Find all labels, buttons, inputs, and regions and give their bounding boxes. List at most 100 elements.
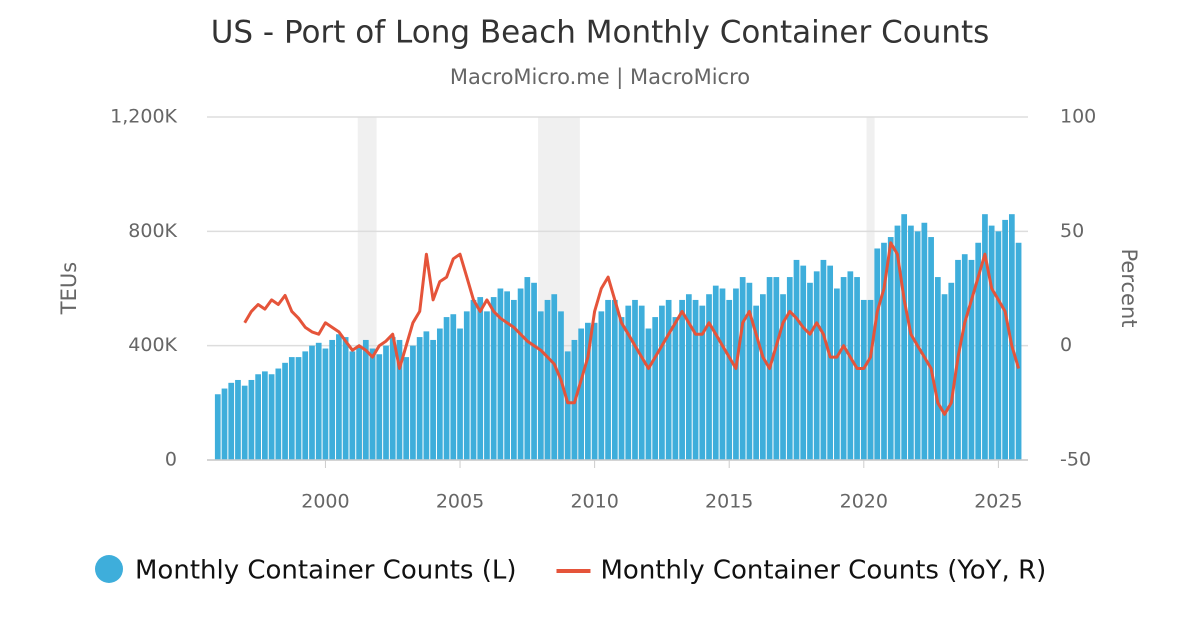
bar (719, 288, 726, 460)
bar (975, 242, 982, 460)
bar (302, 351, 309, 460)
bar (517, 288, 524, 460)
bar (632, 299, 638, 460)
bar (611, 299, 618, 460)
bar (443, 317, 450, 460)
bar (214, 394, 221, 460)
line-series (243, 241, 1021, 416)
bar (780, 294, 786, 460)
bar (665, 299, 672, 460)
bar (908, 225, 914, 460)
bar (1008, 214, 1015, 460)
bar (430, 339, 436, 460)
y-tick-label: 1,200K (110, 106, 177, 128)
bar (268, 374, 275, 460)
bar (362, 339, 369, 460)
bar (591, 322, 598, 460)
bar (948, 282, 955, 460)
bar (470, 299, 477, 460)
bar (733, 288, 739, 460)
x-tick-label: 2010 (570, 491, 618, 513)
bar (551, 294, 558, 460)
legend-marker (95, 555, 123, 583)
x-tick-label: 2005 (436, 491, 484, 513)
bar (524, 277, 531, 460)
legend-label: Monthly Container Counts (L) (135, 556, 516, 586)
bar (544, 299, 551, 460)
x-tick-label: 2020 (840, 491, 888, 513)
bar (585, 322, 591, 460)
y-tick-label: 400K (128, 334, 177, 356)
bar (699, 305, 706, 460)
bar (659, 305, 665, 460)
legend-label: Monthly Container Counts (YoY, R) (600, 556, 1046, 586)
bar (477, 297, 484, 460)
bar (336, 334, 342, 460)
bar (679, 299, 685, 460)
bar (652, 317, 659, 460)
bar (255, 374, 262, 460)
bar (645, 328, 652, 460)
bar (786, 277, 793, 460)
bar (329, 339, 336, 460)
bar (450, 314, 457, 460)
bar (793, 259, 800, 460)
bar (383, 345, 389, 460)
bar (309, 345, 315, 460)
bar (921, 222, 928, 460)
bar (497, 288, 504, 460)
bar (376, 354, 383, 460)
bar (706, 294, 712, 460)
bar (1015, 242, 1022, 460)
bar (262, 371, 268, 460)
bar (457, 328, 463, 460)
bar (807, 282, 813, 460)
bar (288, 357, 295, 460)
bar (389, 337, 396, 460)
x-tick-label: 2000 (301, 491, 349, 513)
bar (356, 345, 362, 460)
bar (759, 294, 766, 460)
bar (726, 299, 733, 460)
bar (813, 271, 820, 460)
bar (416, 337, 423, 460)
bar (1002, 219, 1008, 460)
bar (800, 265, 807, 460)
bar (820, 259, 827, 460)
bar (403, 357, 410, 460)
bar (436, 328, 443, 460)
bar (221, 388, 228, 460)
bar (672, 317, 679, 460)
bar (537, 311, 544, 460)
bar (901, 214, 908, 460)
x-tick-label: 2025 (974, 491, 1022, 513)
bar (504, 291, 510, 460)
recession-band (866, 117, 875, 460)
bar (369, 348, 376, 460)
bar (894, 225, 901, 460)
bar (241, 385, 248, 460)
bar (867, 299, 874, 460)
bar (605, 299, 611, 460)
bar (396, 339, 403, 460)
y2-tick-label: 100 (1060, 106, 1096, 128)
bar (638, 305, 645, 460)
bar (995, 231, 1002, 460)
bar (558, 311, 564, 460)
bar (881, 242, 887, 460)
bar (847, 271, 854, 460)
bar (941, 294, 948, 460)
bar (342, 337, 349, 460)
bar (982, 214, 988, 460)
y-axis-title: TEUs (57, 262, 81, 315)
bar (490, 297, 497, 460)
x-tick-label: 2015 (705, 491, 753, 513)
bar (746, 282, 753, 460)
bar (874, 248, 881, 460)
bar (887, 237, 894, 460)
y2-tick-label: 50 (1060, 220, 1084, 242)
bar (773, 277, 780, 460)
bar (410, 345, 416, 460)
